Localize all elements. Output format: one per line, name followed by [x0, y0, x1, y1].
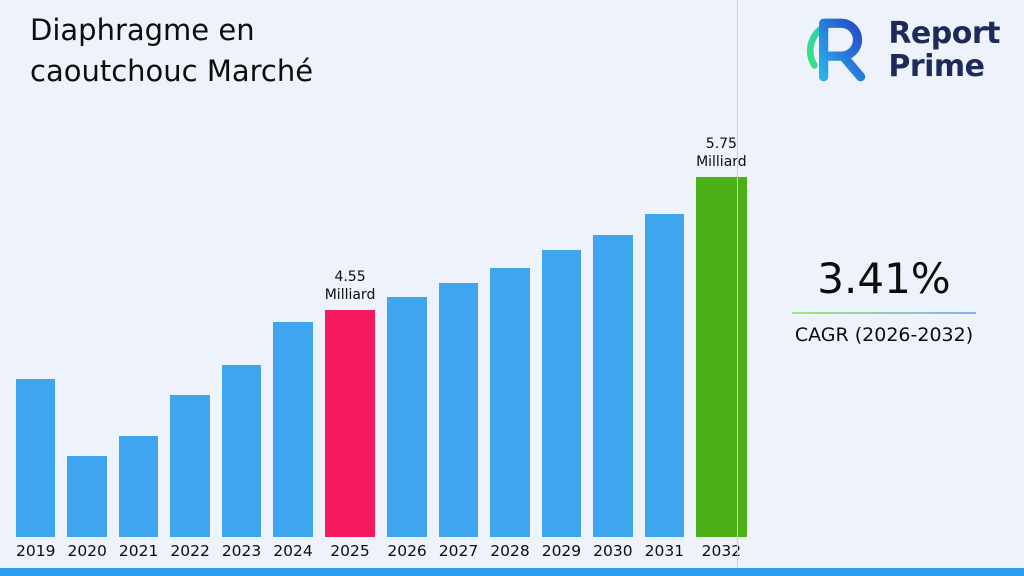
bar-2022 [170, 395, 210, 537]
x-axis-label-2025: 2025 [330, 542, 370, 560]
bar-2019 [16, 379, 56, 537]
x-axis-label-2031: 2031 [644, 542, 685, 560]
bar-value-label-2025: 4.55 Milliard [324, 269, 376, 303]
x-axis-label-2020: 2020 [67, 542, 107, 560]
vertical-divider [737, 0, 738, 568]
bar-2021 [118, 436, 159, 537]
bottom-accent-bar [0, 568, 1024, 576]
bar-2024 [273, 322, 313, 537]
bar-column-2022: 2022 [170, 395, 210, 560]
x-axis-label-2021: 2021 [118, 542, 159, 560]
bar-chart: 2019 2020 2021 2022 2023 2024 4.55 Milliard 2025… [16, 136, 747, 560]
bar-column-2031: 2031 [644, 214, 685, 560]
bar-2020 [67, 456, 107, 537]
x-axis-label-2023: 2023 [221, 542, 262, 560]
x-axis-label-2030: 2030 [593, 542, 633, 560]
x-axis-label-2022: 2022 [170, 542, 210, 560]
x-axis-label-2028: 2028 [490, 542, 530, 560]
bar-column-2026: 2026 [387, 297, 427, 560]
bar-2032 [696, 177, 747, 537]
reportprime-logo-text: Report Prime [888, 17, 1000, 83]
bar-column-2021: 2021 [118, 436, 159, 560]
cagr-label: CAGR (2026-2032) [794, 324, 974, 346]
bar-column-2019: 2019 [16, 379, 56, 560]
bar-column-2030: 2030 [593, 235, 633, 560]
cagr-panel: 3.41% CAGR (2026-2032) [756, 254, 1012, 346]
bar-column-2024: 2024 [273, 322, 313, 560]
page-title: Diaphragme en caoutchouc Marché [30, 13, 314, 89]
x-axis-label-2019: 2019 [16, 542, 56, 560]
x-axis-label-2026: 2026 [387, 542, 427, 560]
bar-2026 [387, 297, 427, 537]
bar-2023 [221, 365, 262, 537]
bar-2029 [541, 250, 582, 537]
x-axis-label-2029: 2029 [541, 542, 582, 560]
bar-2027 [438, 283, 479, 537]
x-axis-label-2027: 2027 [438, 542, 479, 560]
logo-word-report: Report [888, 16, 1000, 51]
bar-column-2027: 2027 [438, 283, 479, 560]
bar-column-2029: 2029 [541, 250, 582, 560]
bar-column-2028: 2028 [490, 268, 530, 560]
logo-word-prime: Prime [888, 49, 985, 84]
bar-2031 [644, 214, 685, 537]
x-axis-label-2024: 2024 [273, 542, 313, 560]
cagr-value: 3.41% [817, 254, 951, 303]
bar-value-label-2032: 5.75 Milliard [696, 136, 747, 170]
reportprime-logo: Report Prime [800, 12, 1000, 88]
bar-column-2032: 5.75 Milliard 2032 [696, 136, 747, 560]
cagr-underline [792, 312, 976, 314]
bar-2028 [490, 268, 530, 537]
bar-column-2020: 2020 [67, 456, 107, 560]
bar-column-2025: 4.55 Milliard 2025 [324, 269, 376, 560]
bar-2030 [593, 235, 633, 537]
reportprime-logo-icon [807, 18, 866, 82]
x-axis-label-2032: 2032 [701, 542, 742, 560]
bar-2025 [324, 310, 376, 537]
bar-column-2023: 2023 [221, 365, 262, 560]
